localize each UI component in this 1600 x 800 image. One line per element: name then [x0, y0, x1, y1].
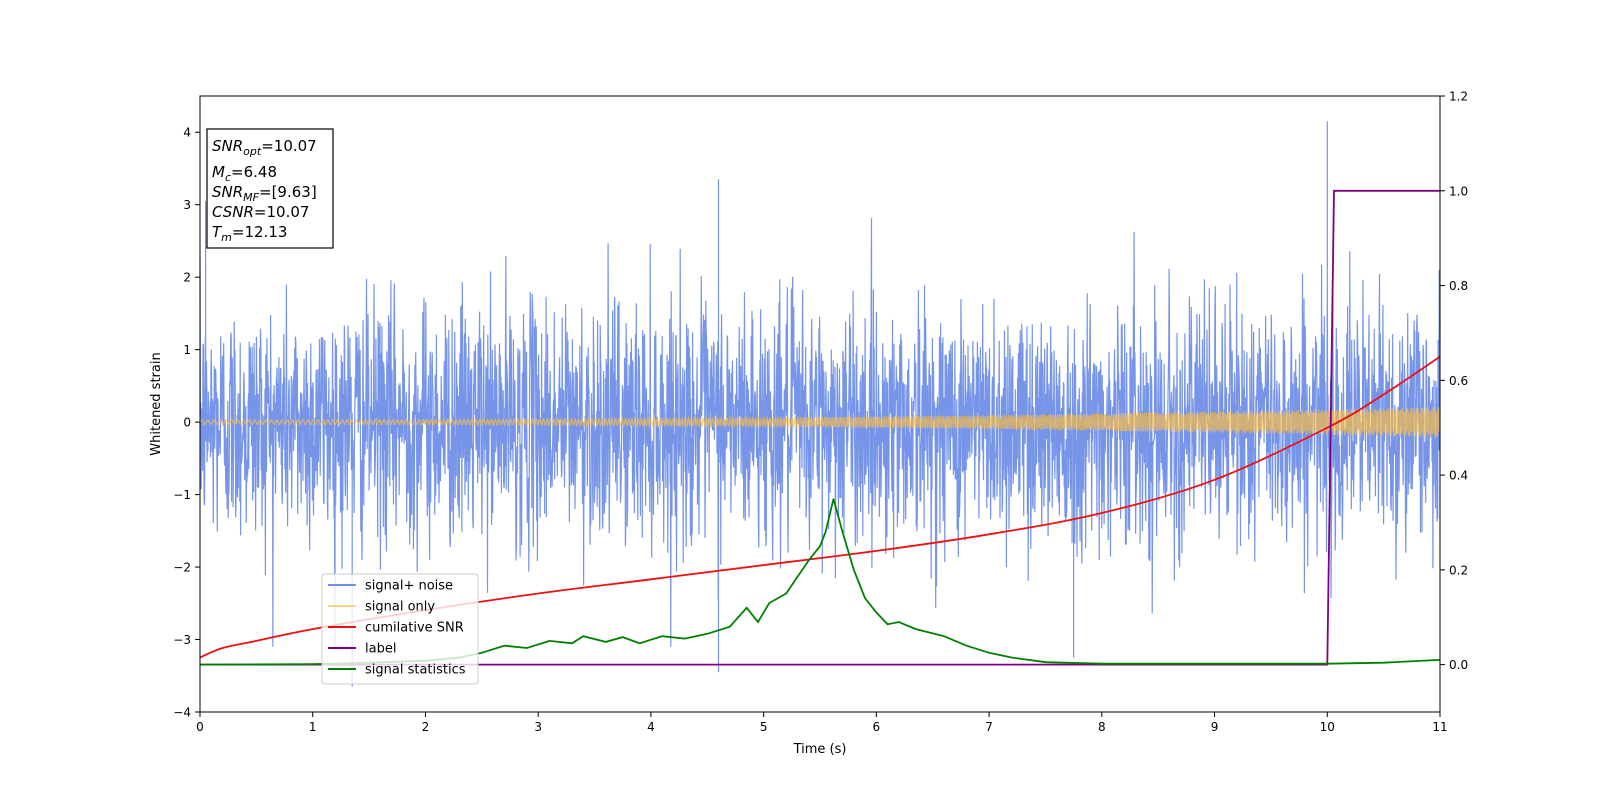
y-tick-label: 2: [183, 271, 191, 285]
y2-tick-label: 0.6: [1449, 374, 1468, 388]
x-tick-label: 4: [647, 720, 655, 734]
y-tick-label: 3: [183, 198, 191, 212]
annotation-line: CSNR=10.07: [212, 203, 309, 221]
y-axis-label: Whitened strain: [149, 352, 164, 455]
y2-tick-label: 0.8: [1449, 279, 1468, 293]
y2-tick-label: 1.2: [1449, 90, 1468, 104]
signal-only-series: [199, 407, 1441, 438]
legend-label: signal only: [365, 600, 435, 615]
series-lines: [199, 189, 1441, 666]
y-tick-label: −4: [173, 706, 191, 720]
plot-frame: [199, 95, 1441, 713]
y-tick-label: 0: [183, 416, 191, 430]
y2-tick-label: 1.0: [1449, 184, 1468, 198]
annotation-frame: [206, 128, 334, 249]
y2-tick-label: 0.0: [1449, 658, 1468, 672]
legend-label: label: [365, 642, 396, 657]
label-line: [200, 189, 1440, 666]
legend-frame: [321, 573, 479, 685]
x-tick-label: 5: [760, 720, 768, 734]
legend-label: signal statistics: [365, 663, 466, 678]
cumilative-snr-line: [199, 355, 1441, 659]
x-tick-label: 2: [422, 720, 430, 734]
annotation-line: SNRopt=10.07: [212, 137, 317, 158]
annotation-line: Mc=6.48: [212, 163, 277, 184]
y-tick-label: −2: [173, 561, 191, 575]
legend: signal+ noise signal only cumilative SNR la…: [321, 573, 479, 685]
x-tick-label: 0: [196, 720, 204, 734]
annotation-line: Tm=12.13: [212, 223, 287, 244]
y-tick-label: 4: [183, 126, 191, 140]
x-tick-label: 6: [873, 720, 881, 734]
legend-label: cumilative SNR: [365, 621, 464, 636]
signal-statistics-line: [199, 498, 1441, 666]
signal-noise-series: [199, 121, 1441, 687]
x-axis-label: Time (s): [793, 742, 847, 757]
y2-tick-label: 0.2: [1449, 563, 1468, 577]
y-axis-right: 0.0 0.2 0.4 0.6 0.8 1.0 1.2: [1440, 90, 1468, 672]
y-tick-label: −1: [173, 488, 191, 502]
annotation-line: SNRMF=[9.63]: [212, 183, 317, 204]
x-tick-label: 9: [1211, 720, 1219, 734]
x-tick-label: 11: [1432, 720, 1447, 734]
x-tick-label: 10: [1320, 720, 1335, 734]
y2-tick-label: 0.4: [1449, 469, 1468, 483]
y-axis-left: −4 −3 −2 −1 0 1 2 3 4: [173, 126, 200, 720]
x-tick-label: 7: [985, 720, 993, 734]
y-tick-label: −3: [173, 633, 191, 647]
x-axis: 0 1 2 3 4 5 6 7 8 9 10 11: [196, 712, 1448, 734]
x-tick-label: 3: [534, 720, 542, 734]
x-tick-label: 1: [309, 720, 317, 734]
signal-noise-line: [199, 121, 1441, 687]
annotation-box: SNRopt=10.07 Mc=6.48SNRMF=[9.63]CSNR=10.0…: [206, 128, 334, 249]
x-tick-label: 8: [1098, 720, 1106, 734]
signal-only-line: [199, 407, 1441, 438]
legend-label: signal+ noise: [365, 579, 453, 594]
y-tick-label: 1: [183, 343, 191, 357]
